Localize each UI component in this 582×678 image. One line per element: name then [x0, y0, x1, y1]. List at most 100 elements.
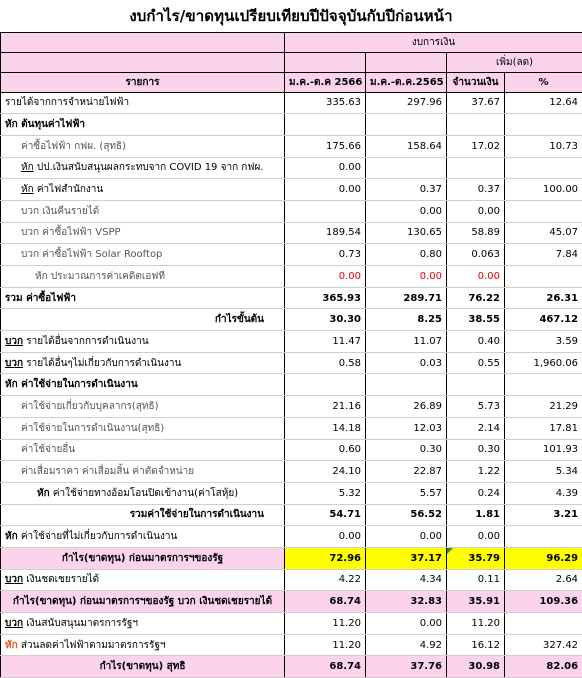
- cell-v2565[interactable]: 0.00: [366, 266, 447, 288]
- cell-amt[interactable]: 17.02: [447, 135, 505, 157]
- cell-pct[interactable]: 45.07: [505, 222, 582, 244]
- cell-v2565[interactable]: 0.00: [366, 613, 447, 635]
- cell-v2565[interactable]: 37.76: [366, 656, 447, 678]
- cell-pct[interactable]: [505, 157, 582, 179]
- cell-v2566[interactable]: 0.00: [285, 526, 366, 548]
- cell-pct[interactable]: [505, 374, 582, 396]
- cell-v2566[interactable]: 335.63: [285, 92, 366, 114]
- cell-amt[interactable]: 0.00: [447, 526, 505, 548]
- cell-amt[interactable]: [447, 157, 505, 179]
- cell-v2565[interactable]: 12.03: [366, 417, 447, 439]
- cell-amt[interactable]: 0.30: [447, 439, 505, 461]
- cell-pct[interactable]: 5.34: [505, 461, 582, 483]
- cell-v2566[interactable]: 11.20: [285, 613, 366, 635]
- cell-v2565[interactable]: 8.25: [366, 309, 447, 331]
- cell-pct[interactable]: 100.00: [505, 179, 582, 201]
- cell-v2565[interactable]: 37.17: [366, 547, 447, 569]
- cell-v2565[interactable]: 5.57: [366, 482, 447, 504]
- cell-v2566[interactable]: 11.47: [285, 331, 366, 353]
- cell-amt[interactable]: 0.40: [447, 331, 505, 353]
- cell-v2565[interactable]: 22.87: [366, 461, 447, 483]
- cell-pct[interactable]: 1,960.06: [505, 352, 582, 374]
- cell-v2566[interactable]: 0.00: [285, 157, 366, 179]
- cell-amt[interactable]: 0.24: [447, 482, 505, 504]
- cell-pct[interactable]: 3.59: [505, 331, 582, 353]
- cell-v2565[interactable]: [366, 157, 447, 179]
- cell-v2566[interactable]: 68.74: [285, 591, 366, 613]
- cell-v2566[interactable]: 189.54: [285, 222, 366, 244]
- cell-amt[interactable]: 35.91: [447, 591, 505, 613]
- cell-v2565[interactable]: 0.80: [366, 244, 447, 266]
- cell-v2566[interactable]: 365.93: [285, 287, 366, 309]
- cell-amt[interactable]: 5.73: [447, 396, 505, 418]
- cell-v2566[interactable]: 30.30: [285, 309, 366, 331]
- cell-pct[interactable]: [505, 526, 582, 548]
- cell-v2565[interactable]: 0.30: [366, 439, 447, 461]
- cell-v2566[interactable]: 14.18: [285, 417, 366, 439]
- cell-pct[interactable]: 467.12: [505, 309, 582, 331]
- cell-amt[interactable]: 37.67: [447, 92, 505, 114]
- cell-pct[interactable]: 109.36: [505, 591, 582, 613]
- cell-amt[interactable]: 76.22: [447, 287, 505, 309]
- cell-pct[interactable]: 21.29: [505, 396, 582, 418]
- cell-pct[interactable]: 12.64: [505, 92, 582, 114]
- cell-amt[interactable]: 1.22: [447, 461, 505, 483]
- cell-amt[interactable]: 0.063: [447, 244, 505, 266]
- cell-amt[interactable]: 38.55: [447, 309, 505, 331]
- cell-pct[interactable]: 4.39: [505, 482, 582, 504]
- cell-amt[interactable]: 0.00: [447, 200, 505, 222]
- cell-pct[interactable]: 82.06: [505, 656, 582, 678]
- cell-pct[interactable]: 96.29: [505, 547, 582, 569]
- cell-v2566[interactable]: 0.60: [285, 439, 366, 461]
- cell-v2566[interactable]: 4.22: [285, 569, 366, 591]
- cell-amt[interactable]: 0.55: [447, 352, 505, 374]
- cell-amt[interactable]: 30.98: [447, 656, 505, 678]
- cell-v2565[interactable]: [366, 114, 447, 136]
- cell-v2566[interactable]: 5.32: [285, 482, 366, 504]
- cell-v2565[interactable]: 297.96: [366, 92, 447, 114]
- cell-v2565[interactable]: 0.03: [366, 352, 447, 374]
- cell-v2565[interactable]: 56.52: [366, 504, 447, 526]
- cell-v2565[interactable]: 289.71: [366, 287, 447, 309]
- cell-amt[interactable]: 35.79: [447, 547, 505, 569]
- cell-amt[interactable]: 58.89: [447, 222, 505, 244]
- cell-pct[interactable]: 7.84: [505, 244, 582, 266]
- cell-v2565[interactable]: [366, 374, 447, 396]
- cell-v2566[interactable]: 54.71: [285, 504, 366, 526]
- cell-amt[interactable]: [447, 374, 505, 396]
- cell-v2566[interactable]: 11.20: [285, 634, 366, 656]
- cell-v2565[interactable]: 4.92: [366, 634, 447, 656]
- cell-pct[interactable]: [505, 266, 582, 288]
- cell-amt[interactable]: 11.20: [447, 613, 505, 635]
- cell-pct[interactable]: [505, 114, 582, 136]
- cell-v2565[interactable]: 0.00: [366, 200, 447, 222]
- cell-v2565[interactable]: 158.64: [366, 135, 447, 157]
- cell-v2566[interactable]: 24.10: [285, 461, 366, 483]
- cell-v2566[interactable]: 0.00: [285, 266, 366, 288]
- cell-v2566[interactable]: [285, 114, 366, 136]
- cell-pct[interactable]: 2.64: [505, 569, 582, 591]
- cell-v2565[interactable]: 11.07: [366, 331, 447, 353]
- cell-v2566[interactable]: 68.74: [285, 656, 366, 678]
- cell-pct[interactable]: [505, 613, 582, 635]
- cell-pct[interactable]: 101.93: [505, 439, 582, 461]
- cell-amt[interactable]: [447, 114, 505, 136]
- cell-v2565[interactable]: 130.65: [366, 222, 447, 244]
- cell-amt[interactable]: 0.11: [447, 569, 505, 591]
- cell-v2566[interactable]: 0.58: [285, 352, 366, 374]
- cell-v2566[interactable]: [285, 200, 366, 222]
- cell-amt[interactable]: 0.00: [447, 266, 505, 288]
- cell-pct[interactable]: [505, 200, 582, 222]
- cell-v2565[interactable]: 0.37: [366, 179, 447, 201]
- cell-pct[interactable]: 3.21: [505, 504, 582, 526]
- cell-v2565[interactable]: 26.89: [366, 396, 447, 418]
- cell-pct[interactable]: 327.42: [505, 634, 582, 656]
- cell-pct[interactable]: 26.31: [505, 287, 582, 309]
- cell-amt[interactable]: 2.14: [447, 417, 505, 439]
- cell-v2566[interactable]: [285, 374, 366, 396]
- cell-amt[interactable]: 1.81: [447, 504, 505, 526]
- cell-v2566[interactable]: 21.16: [285, 396, 366, 418]
- cell-v2565[interactable]: 4.34: [366, 569, 447, 591]
- cell-v2565[interactable]: 0.00: [366, 526, 447, 548]
- cell-v2566[interactable]: 0.00: [285, 179, 366, 201]
